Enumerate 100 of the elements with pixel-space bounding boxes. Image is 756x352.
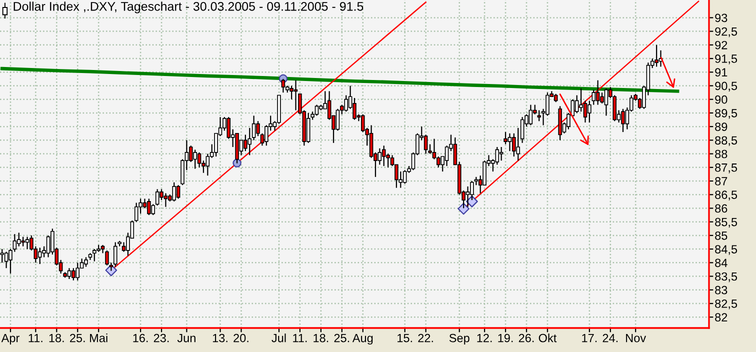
x-tick-label: 19.: [498, 334, 513, 342]
candlestick: [537, 110, 541, 122]
y-tick-label: 91: [715, 68, 728, 77]
candlestick: [499, 146, 504, 162]
candlestick: [604, 88, 608, 116]
candlestick: [172, 182, 176, 202]
x-tick-label: 16.: [133, 334, 148, 342]
candlestick: [369, 124, 374, 158]
x-tick-label: Nov: [626, 334, 646, 342]
chart-title: Dollar Index ,.DXY, Tageschart - 30.03.2005 - 09.11.2005 - 91.5: [14, 2, 364, 14]
candlestick: [206, 153, 210, 176]
x-tick-label: 13.: [212, 334, 228, 342]
candlestick: [424, 134, 428, 154]
candlestick: [402, 170, 407, 184]
candlestick: [164, 192, 168, 208]
candlestick: [16, 232, 21, 247]
x-tick-label: 11.: [293, 334, 307, 342]
y-tick-label: 92,5: [715, 27, 738, 38]
x-tick-label: 18.: [49, 334, 64, 342]
candlestick: [155, 188, 160, 206]
candlestick: [294, 80, 298, 111]
y-tick-label: 82,5: [715, 300, 738, 310]
candlestick: [336, 108, 340, 132]
candlestick: [46, 234, 50, 258]
candlestick: [520, 116, 524, 144]
x-tick-label: 15.: [398, 334, 412, 342]
candlestick: [76, 262, 80, 281]
candlestick: [197, 152, 202, 168]
x-tick-label: Okt: [538, 334, 557, 342]
y-tick-label: 87,5: [715, 163, 738, 174]
y-tick-label: 89: [715, 122, 728, 131]
x-tick-label: 26.: [518, 334, 534, 342]
x-tick-label: Apr: [1, 334, 20, 345]
candlestick: [4, 251, 8, 269]
y-tick-label: 82: [715, 313, 728, 322]
candlestick: [508, 132, 512, 152]
candlestick: [574, 94, 579, 114]
y-tick-label: 87: [715, 177, 728, 186]
candlestick: [314, 104, 319, 116]
line-series: [0, 66, 680, 93]
x-tick-label: Jul: [272, 334, 286, 342]
candlestick: [134, 202, 138, 222]
y-tick-label: 86,5: [715, 190, 738, 200]
x-tick-label: 17.: [582, 334, 597, 342]
y-tick-label: 84,5: [715, 245, 738, 255]
y-tick-label: 93: [715, 14, 728, 22]
candlestick: [444, 145, 449, 167]
candlestick: [596, 80, 600, 106]
x-tick-label: 12.: [477, 334, 492, 342]
candlestick: [84, 256, 88, 268]
y-tick-label: 85: [715, 231, 728, 240]
x-tick-label: Mai: [90, 334, 108, 342]
y-tick-label: 92: [715, 40, 728, 50]
candlestick: [151, 204, 156, 216]
y-tick-label: 88,5: [715, 136, 738, 146]
y-tick-label: 90,5: [715, 82, 738, 92]
candlestick: [226, 116, 231, 140]
candlestick: [147, 198, 151, 216]
candlestick: [378, 148, 382, 166]
y-tick-label: 89,5: [715, 108, 738, 119]
y-tick-label: 83,5: [715, 272, 738, 282]
y-tick-label: 83: [715, 286, 728, 294]
candlestick: [25, 236, 30, 250]
candlestick: [176, 184, 180, 200]
y-tick-label: 85,5: [715, 218, 738, 228]
candlestick: [382, 145, 386, 167]
y-tick-label: 86: [715, 204, 728, 213]
x-tick-label: 25.: [334, 334, 350, 342]
x-tick-label: 24.: [602, 334, 618, 342]
x-tick-label: 23.: [154, 334, 169, 342]
candlestick: [21, 236, 25, 247]
point: [458, 202, 470, 215]
y-tick-label: 84: [715, 258, 728, 268]
candlestick: [528, 104, 533, 126]
y-tick-label: 90: [715, 95, 728, 104]
x-tick-label: 22.: [418, 334, 433, 342]
x-tick-label: 18.: [314, 334, 328, 342]
x-tick-label: 11.: [28, 334, 42, 342]
candlestick: [621, 108, 625, 133]
candlestick: [193, 149, 197, 170]
x-tick-label: 20.: [234, 334, 248, 342]
candlestick: [516, 127, 520, 162]
candlestick: [252, 115, 256, 141]
x-tick-label: Jun: [177, 334, 196, 342]
candlestick: [92, 248, 96, 262]
x-tick-label: Sep: [449, 334, 470, 345]
candlestick: [72, 268, 76, 281]
x-tick-label: 25.: [70, 334, 85, 342]
candlestick: [281, 78, 286, 94]
candlestick: [67, 268, 72, 280]
candlestick: [248, 127, 252, 156]
y-tick-label: 91,5: [715, 54, 738, 64]
y-tick-label: 88: [715, 150, 728, 158]
candlestick: [38, 247, 42, 265]
candlestick: [495, 146, 500, 166]
candlestick: [113, 242, 118, 268]
x-tick-label: Aug: [352, 334, 373, 345]
candlestick: [306, 112, 310, 144]
candlestick: [466, 186, 470, 208]
candlestick: [504, 131, 508, 145]
